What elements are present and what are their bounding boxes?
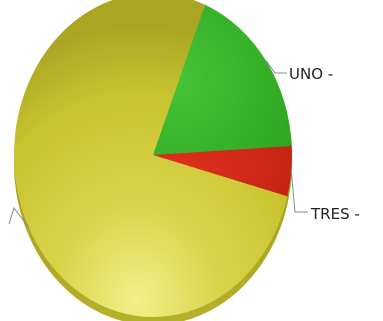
- pie-leader-line: [8, 206, 30, 228]
- pie-slice-tres: [153, 145, 292, 197]
- pie-leader-line: [290, 171, 308, 213]
- pie-slice-uno: [153, 4, 292, 155]
- pie-slice-unlabeled: [14, 0, 288, 317]
- pie-leader-line: [265, 60, 287, 74]
- pie-slice-label: TRES -: [310, 205, 360, 223]
- pie-slice-label: UNO -: [289, 65, 333, 83]
- pie-slices: [14, 0, 292, 317]
- pie-labels: UNO - TRES -: [8, 60, 360, 228]
